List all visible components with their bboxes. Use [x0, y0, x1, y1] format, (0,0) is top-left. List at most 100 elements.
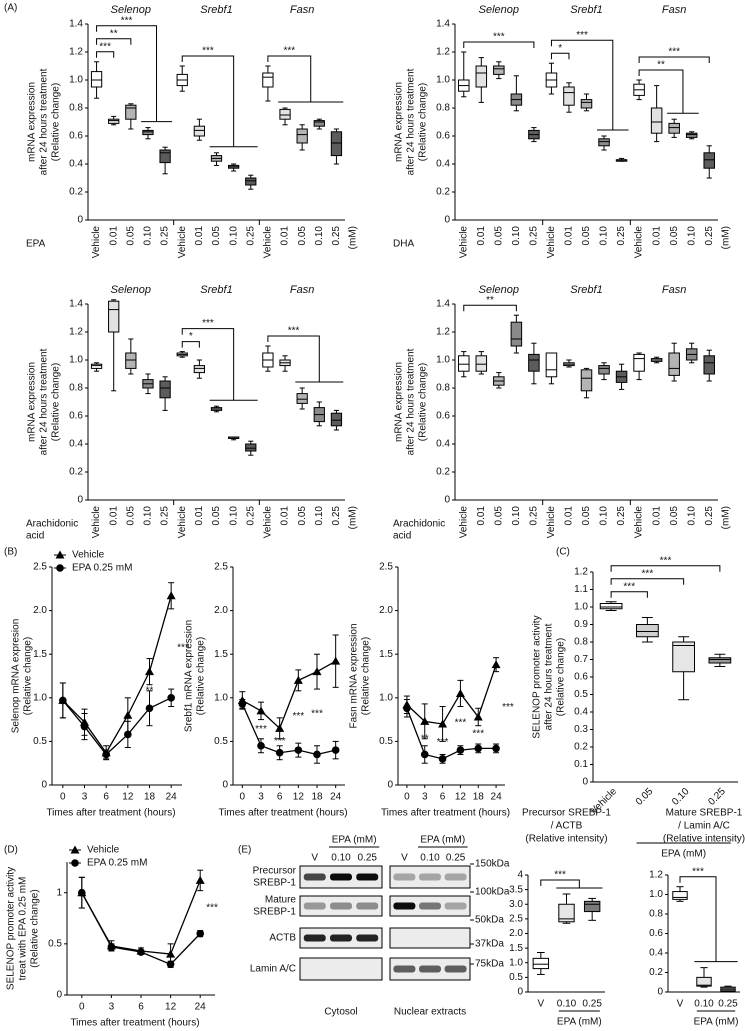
box [159, 149, 171, 164]
blot-strip [299, 895, 383, 917]
box [650, 107, 663, 134]
chart-title: / ACTB [551, 821, 583, 832]
group-label: Selenop [479, 4, 519, 16]
significance-bracket [679, 876, 717, 962]
blot-band [444, 965, 467, 973]
x-tick-label: 24 [330, 792, 342, 803]
data-point [145, 704, 154, 713]
blot-band [303, 934, 326, 942]
x-axis-label: Times after treatment (hours) [218, 808, 347, 819]
significance-bracket [610, 578, 685, 585]
y-tick-label: 0.3 [574, 724, 588, 735]
x-tick-label: 6 [440, 792, 446, 803]
data-point [107, 943, 116, 951]
treatment-label: EPA [26, 239, 46, 250]
significance-label: *** [554, 870, 566, 881]
data-point [438, 719, 448, 728]
y-tick-label: 1.0 [509, 957, 523, 968]
data-point [438, 755, 447, 763]
unit-label: (mM) [721, 506, 732, 529]
box [493, 65, 505, 75]
y-tick-label: 0.8 [649, 909, 663, 920]
data-point [102, 750, 110, 759]
y-tick-label: 1.2 [69, 47, 83, 58]
data-point [166, 591, 176, 600]
significance-label: *** [202, 318, 214, 329]
blot-strip [389, 927, 471, 949]
y-tick-label: 0 [387, 780, 393, 791]
y-tick-label: 1.0 [436, 75, 450, 86]
x-tick-label: 0.05 [297, 506, 308, 526]
y-tick-label: 0.8 [69, 103, 83, 114]
y-tick-label: 0 [444, 495, 450, 506]
significance-label: *** [502, 702, 514, 713]
data-point [80, 722, 89, 731]
x-tick-label: 0.25 [616, 506, 627, 526]
box [633, 353, 645, 372]
significance-label: *** [99, 41, 111, 52]
significance-bracket [96, 51, 115, 58]
y-axis-label: mRNA expression [27, 362, 38, 442]
significance-label: *** [642, 568, 654, 579]
x-axis-label: EPA (mM) [557, 1017, 602, 1028]
panel-letter: (B) [4, 547, 17, 558]
x-tick-label: 0.10 [557, 999, 577, 1010]
series-line [242, 660, 336, 730]
fraction-label: Nuclear extracts [394, 1007, 466, 1018]
y-tick-label: 0.6 [436, 411, 450, 422]
x-tick-label: 0.01 [651, 226, 662, 246]
group-label: Fasn [290, 4, 314, 16]
y-tick-label: 0.9 [574, 619, 588, 630]
significance-label: *** [668, 47, 680, 58]
x-tick-label: 0.10 [143, 226, 154, 246]
y-tick-label: 3.0 [509, 899, 523, 910]
y-tick-label: 1 [56, 887, 62, 898]
x-tick-label: 0.10 [228, 506, 239, 526]
significance-bracket [550, 52, 570, 60]
significance-label: *** [177, 642, 189, 653]
box [599, 603, 623, 610]
box [262, 72, 274, 88]
box [279, 108, 291, 120]
box [330, 131, 343, 157]
data-point [196, 929, 204, 938]
significance-bracket [181, 341, 200, 348]
x-tick-label: 24 [195, 1002, 207, 1013]
y-tick-label: 1.0 [69, 75, 83, 86]
y-axis-label: (Relative change) [51, 83, 62, 161]
box [703, 355, 715, 375]
x-tick-label: 6 [138, 1002, 144, 1013]
y-tick-label: 1.2 [436, 47, 450, 58]
box [313, 120, 325, 127]
y-tick-label: 1.2 [574, 567, 588, 578]
blot-band [419, 873, 441, 881]
x-tick-label: 18 [473, 792, 485, 803]
chart-title: (Relative intensity) [525, 834, 607, 845]
data-point [59, 696, 67, 705]
x-tick-label: Vehicle [458, 226, 469, 259]
x-tick-label: 3 [422, 792, 428, 803]
significance-label: ** [421, 734, 429, 745]
y-tick-label: 0.6 [436, 131, 450, 142]
x-tick-label: 0.05 [297, 226, 308, 246]
blot-band [303, 902, 326, 910]
data-point [195, 875, 205, 884]
blot-band [330, 934, 352, 942]
box [245, 443, 257, 452]
y-tick-label: 0.1 [574, 759, 588, 770]
y-tick-label: 1.4 [69, 299, 83, 310]
blot-row-label: Precursor [253, 866, 297, 877]
box [510, 321, 523, 347]
x-tick-label: 0.25 [529, 506, 540, 526]
box [245, 177, 257, 186]
y-axis-label: mRNA expression [27, 82, 38, 162]
x-tick-label: V [537, 999, 544, 1010]
x-tick-label: 0.10 [686, 226, 697, 246]
group-label: Selenop [111, 284, 151, 296]
y-tick-label: 0.5 [379, 736, 393, 747]
y-tick-label: 0.4 [574, 707, 588, 718]
x-tick-label: 0.10 [694, 999, 714, 1010]
significance-bracket [550, 39, 614, 130]
panel-letter: (A) [4, 3, 17, 14]
box [672, 891, 688, 900]
